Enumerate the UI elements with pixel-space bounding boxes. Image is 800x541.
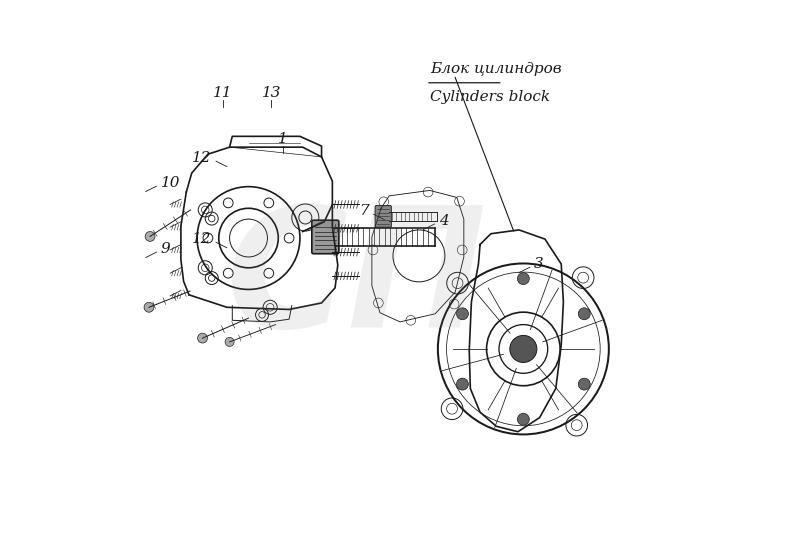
- Text: 12: 12: [192, 232, 212, 246]
- Text: СП: СП: [226, 200, 487, 363]
- Circle shape: [578, 378, 590, 390]
- Circle shape: [144, 302, 154, 312]
- Text: 3: 3: [534, 257, 544, 271]
- FancyBboxPatch shape: [375, 206, 391, 227]
- Text: Cylinders block: Cylinders block: [430, 90, 550, 104]
- Text: 7: 7: [359, 204, 369, 218]
- Text: 11: 11: [213, 86, 232, 100]
- Circle shape: [510, 335, 537, 362]
- FancyBboxPatch shape: [312, 220, 339, 254]
- Text: 12: 12: [192, 151, 212, 165]
- Circle shape: [225, 338, 234, 346]
- Circle shape: [457, 378, 468, 390]
- Text: 4: 4: [439, 214, 449, 228]
- Text: 9: 9: [161, 242, 170, 256]
- Circle shape: [457, 308, 468, 320]
- Text: 13: 13: [262, 86, 281, 100]
- Text: 1: 1: [278, 132, 287, 146]
- Text: 10: 10: [161, 176, 180, 190]
- Circle shape: [578, 308, 590, 320]
- Circle shape: [145, 232, 155, 241]
- Circle shape: [198, 333, 207, 343]
- Circle shape: [518, 413, 530, 425]
- Circle shape: [518, 273, 530, 285]
- Text: Блок цилиндров: Блок цилиндров: [430, 62, 562, 76]
